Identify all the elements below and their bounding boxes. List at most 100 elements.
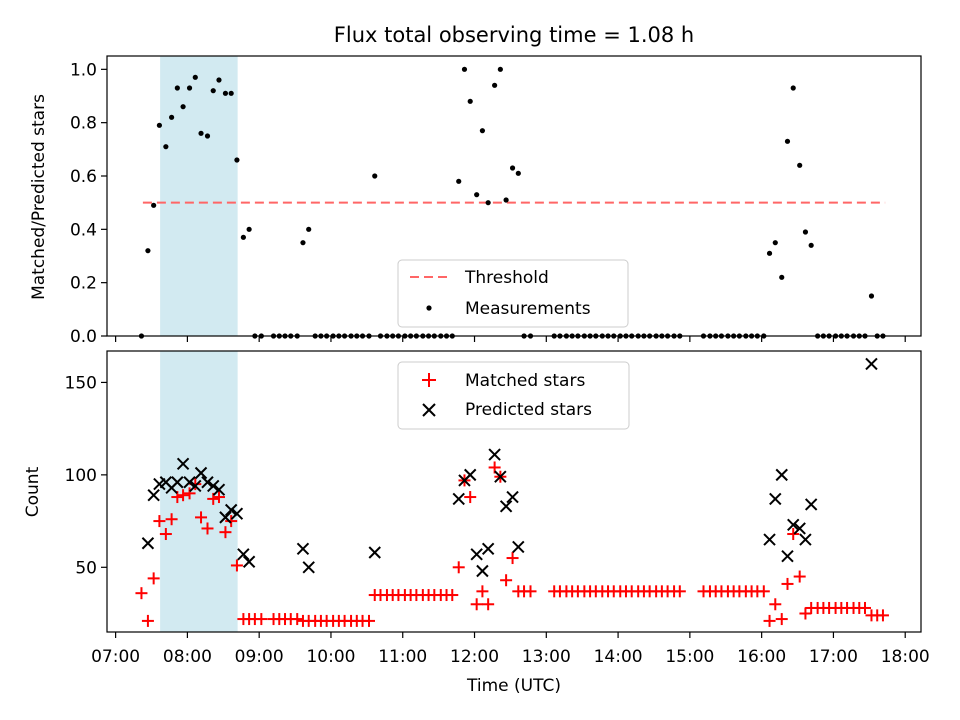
matched-star-point — [255, 613, 268, 626]
predicted-stars-points — [141, 357, 878, 578]
matched-star-point — [775, 613, 788, 626]
ratio-legend-box — [397, 259, 629, 328]
measurement-point — [766, 250, 773, 256]
matched-star-point — [177, 489, 190, 502]
matched-star-point — [159, 528, 172, 541]
predicted-star-point — [769, 492, 782, 506]
x-tick-label: 08:00 — [163, 647, 212, 667]
matched-star-point — [212, 491, 225, 504]
predicted-star-point — [793, 522, 806, 535]
matched-star-point — [201, 522, 214, 535]
matched-star-point — [446, 589, 459, 602]
ratio-y-tick-label: 0.2 — [70, 274, 97, 294]
predicted-star-point — [488, 448, 501, 461]
matched-star-point — [781, 577, 794, 590]
predicted-star-point — [481, 542, 495, 556]
measurement-point — [790, 85, 796, 91]
measurement-point — [784, 138, 791, 144]
measurement-point — [174, 85, 180, 91]
predicted-star-point — [171, 476, 184, 489]
predicted-star-point — [763, 533, 776, 546]
measurement-point — [186, 85, 193, 91]
legend-matched-swatch — [422, 373, 436, 387]
predicted-star-point — [230, 507, 244, 520]
ratio-y-tick-label: 0.6 — [70, 167, 97, 187]
x-tick-label: 16:00 — [737, 647, 786, 667]
measurement-point — [474, 192, 480, 198]
measurement-point — [802, 229, 809, 235]
count-y-axis-label: Count — [23, 466, 43, 517]
matched-star-point — [769, 598, 782, 611]
measurement-point — [156, 122, 163, 128]
predicted-star-point — [368, 546, 381, 559]
predicted-star-point — [296, 542, 310, 556]
legend-measurements-label: Measurements — [465, 299, 591, 319]
matched-star-point — [787, 528, 800, 541]
measurement-point — [240, 234, 246, 240]
matched-star-point — [757, 585, 770, 598]
count-panel: 50 100 150 07:00 08:00 09:00 10:00 11:00 12:00 1… — [23, 350, 930, 696]
measurement-point — [169, 114, 175, 120]
legend-threshold-label: Threshold — [464, 268, 549, 288]
matched-star-point — [673, 585, 686, 598]
matched-star-point — [195, 511, 208, 524]
measurement-point — [151, 202, 157, 208]
matched-star-point — [291, 613, 304, 626]
matched-star-point — [799, 607, 812, 620]
predicted-star-point — [141, 537, 155, 550]
measurement-point — [772, 240, 778, 246]
predicted-star-point — [212, 483, 226, 496]
measurement-point — [210, 88, 216, 94]
predicted-star-point — [775, 468, 788, 482]
x-tick-label: 07:00 — [91, 647, 140, 667]
count-y-tick-label: 100 — [65, 466, 97, 486]
chart-title: Flux total observing time = 1.08 h — [334, 23, 694, 47]
matched-star-point — [859, 601, 872, 614]
predicted-star-point — [183, 476, 196, 489]
measurement-point — [222, 90, 229, 96]
ratio-y-tick-label: 0.0 — [70, 327, 97, 347]
measurement-point — [163, 144, 169, 150]
count-y-tick-label: 150 — [65, 373, 97, 393]
measurement-point — [306, 226, 312, 232]
x-tick-label: 17:00 — [809, 647, 858, 667]
legend-predicted-swatch — [422, 403, 436, 417]
measurement-point — [234, 157, 240, 163]
matched-star-point — [763, 614, 776, 627]
matched-star-point — [876, 609, 889, 622]
predicted-star-point — [494, 470, 507, 483]
ratio-panel: 0.0 0.2 0.4 0.6 0.8 1.0 Matched/Predicted sta… — [29, 55, 922, 347]
predicted-star-point — [452, 492, 465, 506]
predicted-star-point — [224, 503, 238, 517]
measurement-point — [246, 226, 252, 232]
predicted-star-point — [219, 511, 232, 524]
measurement-point — [467, 98, 473, 104]
measurement-point — [461, 66, 468, 72]
predicted-star-point — [476, 564, 489, 578]
measurement-point — [797, 162, 803, 168]
legend-measurements-swatch — [426, 305, 432, 311]
matched-star-point — [363, 614, 376, 627]
count-y-tick-label: 50 — [75, 558, 97, 578]
predicted-star-point — [804, 498, 818, 511]
measurement-point — [198, 130, 204, 136]
ratio-panel-frame — [106, 55, 922, 337]
predicted-star-point — [787, 518, 800, 531]
predicted-star-point — [464, 468, 477, 482]
measurement-point — [372, 173, 378, 179]
count-legend-box — [397, 361, 630, 430]
matched-star-point — [219, 526, 232, 539]
predicted-star-point — [506, 490, 519, 504]
x-tick-label: 13:00 — [522, 647, 571, 667]
measurement-point — [145, 248, 151, 254]
x-tick-label: 18:00 — [881, 647, 930, 667]
x-tick-label: 12:00 — [450, 647, 499, 667]
measurement-points — [138, 66, 886, 339]
predicted-star-point — [470, 548, 483, 561]
predicted-star-point — [237, 548, 250, 561]
matched-stars-points — [135, 461, 889, 627]
matched-star-point — [452, 561, 465, 574]
measurement-point — [456, 178, 462, 184]
matched-star-point — [230, 559, 243, 572]
matched-star-point — [135, 587, 148, 600]
